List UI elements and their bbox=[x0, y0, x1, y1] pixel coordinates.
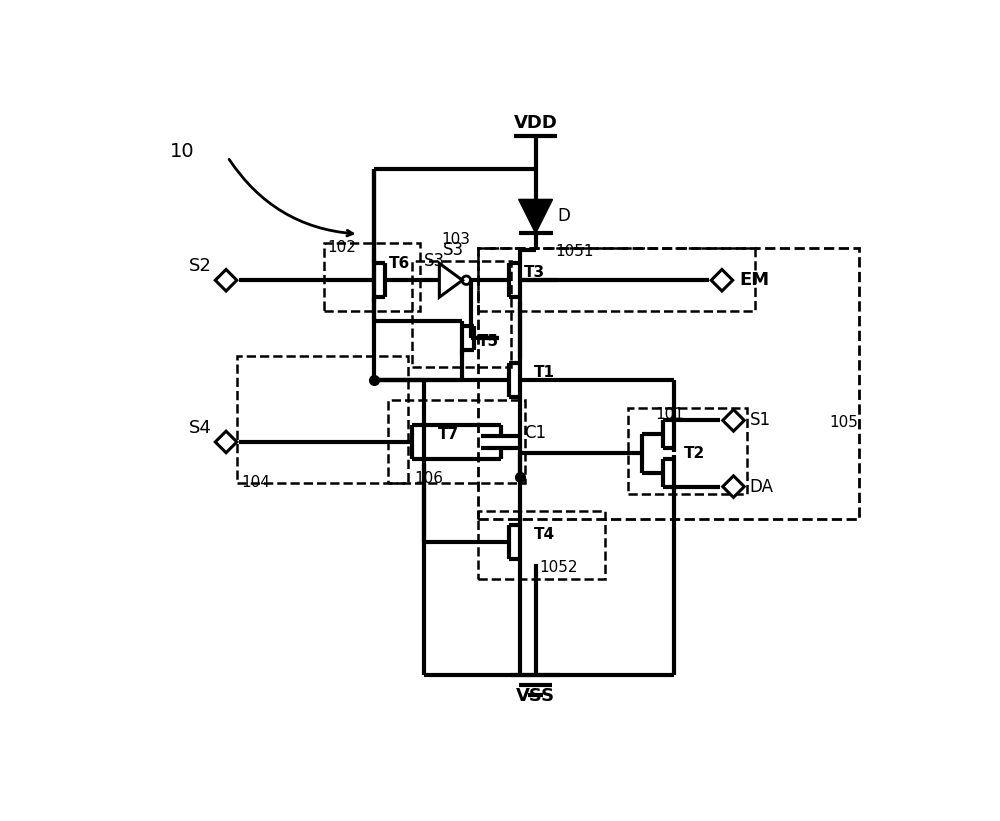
Text: S2: S2 bbox=[189, 257, 212, 275]
Text: 1051: 1051 bbox=[555, 245, 593, 259]
Text: 105: 105 bbox=[830, 415, 859, 430]
Text: 1052: 1052 bbox=[539, 560, 578, 576]
Bar bbox=[478, 248, 859, 519]
Polygon shape bbox=[723, 476, 744, 498]
Text: 10: 10 bbox=[170, 142, 194, 161]
Text: 106: 106 bbox=[414, 470, 443, 486]
Bar bbox=[412, 261, 511, 367]
Bar bbox=[478, 248, 755, 311]
Text: 104: 104 bbox=[241, 475, 270, 490]
Polygon shape bbox=[439, 264, 462, 297]
Text: S3: S3 bbox=[424, 252, 445, 270]
Text: T3: T3 bbox=[524, 265, 545, 280]
Bar bbox=[478, 511, 605, 579]
Text: 102: 102 bbox=[328, 240, 357, 255]
Text: 103: 103 bbox=[442, 232, 471, 247]
Text: 101: 101 bbox=[655, 407, 684, 423]
Text: D: D bbox=[557, 208, 570, 225]
Text: C1: C1 bbox=[524, 424, 546, 442]
Text: T6: T6 bbox=[389, 256, 411, 271]
Text: T5: T5 bbox=[478, 334, 499, 350]
Polygon shape bbox=[215, 431, 237, 452]
Text: S4: S4 bbox=[189, 419, 212, 437]
Polygon shape bbox=[519, 200, 553, 233]
Text: EM: EM bbox=[740, 271, 770, 289]
Text: S3: S3 bbox=[443, 241, 464, 259]
Polygon shape bbox=[723, 410, 744, 431]
Polygon shape bbox=[711, 269, 733, 291]
Text: T2: T2 bbox=[683, 446, 705, 461]
Text: VSS: VSS bbox=[516, 686, 555, 704]
Text: S1: S1 bbox=[750, 411, 771, 429]
Text: T1: T1 bbox=[534, 365, 555, 380]
Text: DA: DA bbox=[750, 478, 774, 496]
Polygon shape bbox=[215, 269, 237, 291]
Text: VDD: VDD bbox=[514, 113, 558, 131]
Bar bbox=[628, 408, 747, 494]
Bar bbox=[237, 355, 408, 483]
Text: T7: T7 bbox=[438, 427, 459, 442]
Bar bbox=[324, 243, 420, 311]
Text: T4: T4 bbox=[534, 527, 555, 542]
Bar bbox=[388, 400, 525, 483]
